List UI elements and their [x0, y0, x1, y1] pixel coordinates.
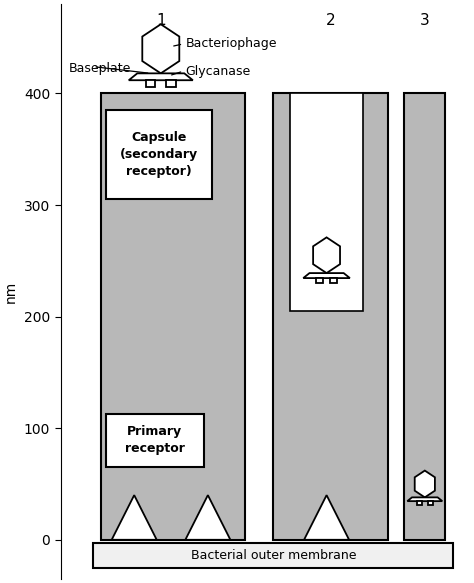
Bar: [106, 414, 204, 467]
Polygon shape: [129, 73, 193, 80]
Text: Baseplate: Baseplate: [69, 62, 131, 75]
Text: 3: 3: [420, 13, 430, 29]
Text: Bacterial outer membrane: Bacterial outer membrane: [191, 549, 356, 562]
Polygon shape: [304, 495, 349, 540]
Bar: [330, 278, 337, 283]
Bar: [106, 110, 212, 199]
Bar: [166, 80, 176, 87]
Polygon shape: [112, 495, 157, 540]
Y-axis label: nm: nm: [4, 280, 18, 303]
Bar: [146, 80, 155, 87]
Text: 2: 2: [326, 13, 336, 29]
Bar: [290, 93, 364, 311]
Text: Primary
receptor: Primary receptor: [125, 426, 184, 455]
Bar: [101, 93, 245, 540]
Polygon shape: [407, 497, 442, 501]
Bar: [316, 278, 323, 283]
Bar: [417, 501, 422, 505]
Polygon shape: [313, 237, 340, 273]
Polygon shape: [415, 470, 435, 497]
Polygon shape: [185, 495, 230, 540]
Bar: [404, 93, 445, 540]
Polygon shape: [142, 24, 179, 73]
Text: Bacteriophage: Bacteriophage: [185, 37, 277, 50]
Text: 1: 1: [156, 13, 165, 29]
Bar: [93, 543, 454, 568]
Text: Glycanase: Glycanase: [185, 65, 251, 78]
Bar: [273, 93, 388, 540]
Polygon shape: [303, 273, 350, 278]
Bar: [428, 501, 433, 505]
Text: Capsule
(secondary
receptor): Capsule (secondary receptor): [120, 131, 198, 178]
